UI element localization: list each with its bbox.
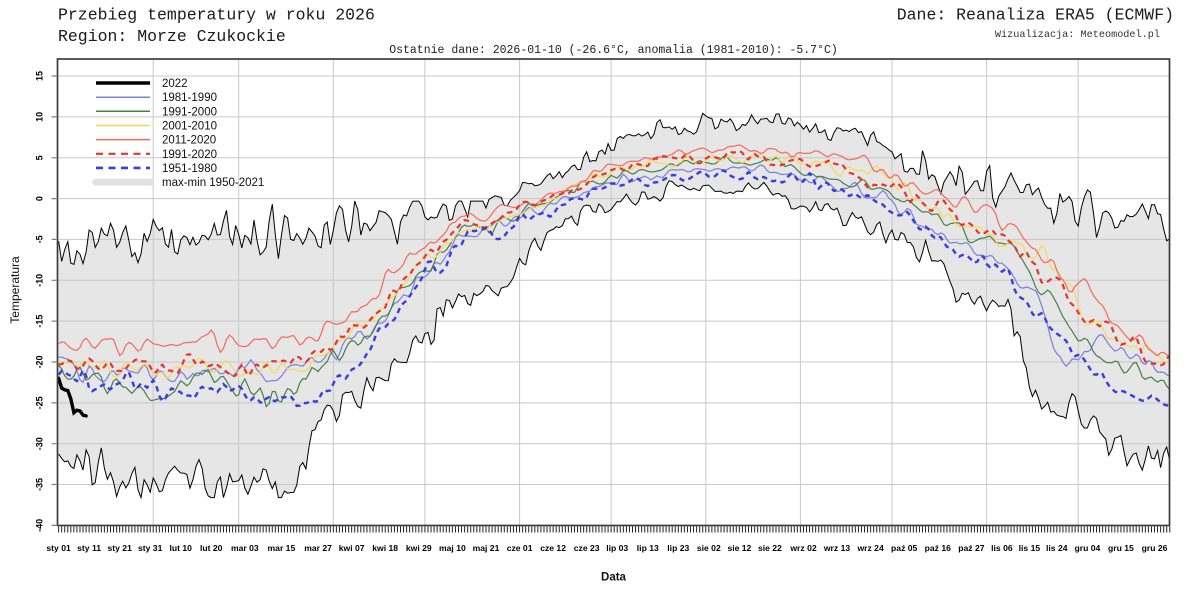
- svg-text:1991-2020: 1991-2020: [162, 149, 217, 161]
- svg-text:-5: -5: [35, 235, 45, 243]
- svg-text:-35: -35: [35, 478, 45, 491]
- svg-text:sty 01: sty 01: [46, 543, 71, 553]
- svg-text:paź 16: paź 16: [925, 543, 951, 553]
- svg-text:sie 02: sie 02: [697, 543, 721, 553]
- svg-text:sie 12: sie 12: [727, 543, 751, 553]
- svg-text:mar 27: mar 27: [304, 543, 332, 553]
- svg-text:-40: -40: [35, 519, 45, 532]
- svg-text:15: 15: [35, 71, 45, 81]
- svg-text:paź 27: paź 27: [958, 543, 984, 553]
- svg-text:wrz 02: wrz 02: [789, 543, 816, 553]
- svg-text:Region: Morze Czukockie: Region: Morze Czukockie: [58, 27, 286, 46]
- svg-text:sty 21: sty 21: [108, 543, 133, 553]
- svg-text:gru 04: gru 04: [1075, 543, 1101, 553]
- svg-text:1991-2000: 1991-2000: [162, 106, 217, 118]
- svg-text:lut 10: lut 10: [169, 543, 192, 553]
- svg-text:lis 24: lis 24: [1046, 543, 1068, 553]
- svg-text:-25: -25: [35, 396, 45, 409]
- svg-text:mar 15: mar 15: [268, 543, 296, 553]
- svg-text:maj 21: maj 21: [473, 543, 500, 553]
- svg-text:Dane: Reanaliza ERA5 (ECMWF): Dane: Reanaliza ERA5 (ECMWF): [897, 6, 1174, 25]
- svg-text:0: 0: [35, 196, 45, 201]
- svg-text:kwi 07: kwi 07: [339, 543, 365, 553]
- svg-text:lip 23: lip 23: [667, 543, 689, 553]
- svg-text:sty 11: sty 11: [77, 543, 101, 553]
- svg-text:cze 01: cze 01: [507, 543, 533, 553]
- svg-text:Ostatnie dane: 2026-01-10 (-26: Ostatnie dane: 2026-01-10 (-26.6°C, anom…: [389, 44, 838, 57]
- svg-text:2011-2020: 2011-2020: [162, 135, 216, 147]
- svg-text:lis 06: lis 06: [991, 543, 1013, 553]
- svg-text:Przebieg temperatury w roku 20: Przebieg temperatury w roku 2026: [58, 6, 375, 25]
- svg-text:1981-1990: 1981-1990: [162, 92, 217, 104]
- svg-text:wrz 24: wrz 24: [856, 543, 883, 553]
- svg-text:-20: -20: [35, 355, 45, 368]
- svg-text:wrz 13: wrz 13: [823, 543, 850, 553]
- svg-text:2022: 2022: [162, 78, 188, 90]
- svg-text:-10: -10: [35, 274, 45, 287]
- svg-text:sty 31: sty 31: [138, 543, 163, 553]
- svg-text:gru 26: gru 26: [1142, 543, 1168, 553]
- svg-text:cze 12: cze 12: [540, 543, 566, 553]
- svg-text:sie 22: sie 22: [758, 543, 782, 553]
- svg-text:-15: -15: [35, 315, 45, 328]
- svg-text:lis 15: lis 15: [1019, 543, 1041, 553]
- svg-text:kwi 29: kwi 29: [406, 543, 432, 553]
- svg-text:1951-1980: 1951-1980: [162, 163, 217, 175]
- svg-text:5: 5: [35, 155, 45, 160]
- svg-text:mar 03: mar 03: [231, 543, 259, 553]
- svg-text:Wizualizacja: Meteomodel.pl: Wizualizacja: Meteomodel.pl: [995, 29, 1160, 41]
- svg-text:Temperatura: Temperatura: [8, 256, 22, 324]
- svg-text:2001-2010: 2001-2010: [162, 120, 217, 132]
- svg-text:gru 15: gru 15: [1108, 543, 1134, 553]
- svg-text:paź 05: paź 05: [891, 543, 917, 553]
- svg-text:lip 03: lip 03: [606, 543, 628, 553]
- svg-text:lut 20: lut 20: [200, 543, 223, 553]
- svg-text:10: 10: [35, 112, 45, 122]
- svg-text:Data: Data: [601, 572, 627, 584]
- svg-text:max-min 1950-2021: max-min 1950-2021: [162, 177, 264, 189]
- svg-text:maj 10: maj 10: [439, 543, 466, 553]
- svg-text:cze 23: cze 23: [574, 543, 600, 553]
- svg-text:lip 13: lip 13: [637, 543, 659, 553]
- svg-text:-30: -30: [35, 437, 45, 450]
- svg-text:kwi 18: kwi 18: [372, 543, 398, 553]
